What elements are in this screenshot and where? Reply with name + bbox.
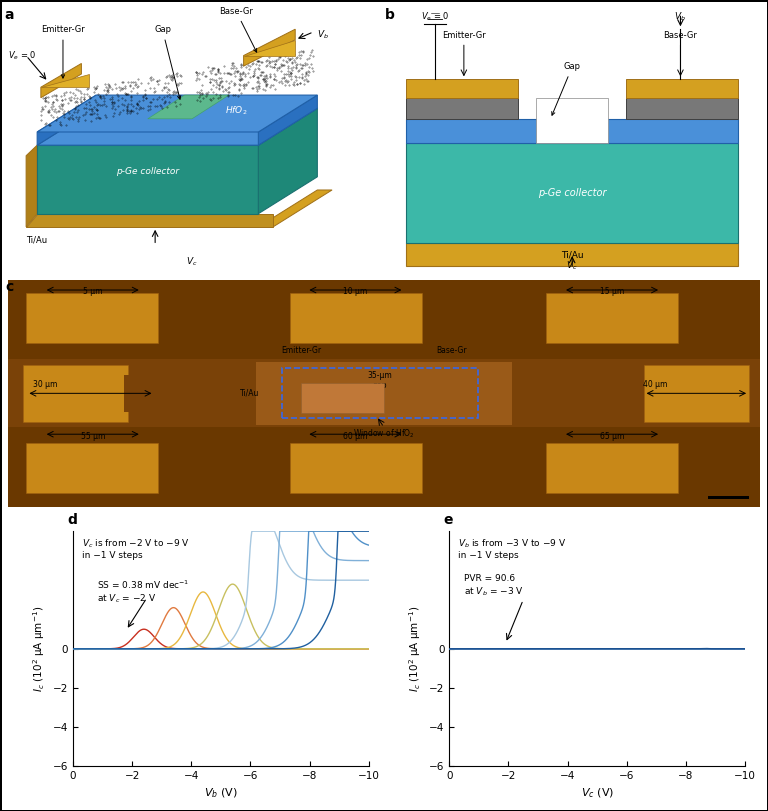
Text: HfO$_2$: HfO$_2$ <box>561 124 584 137</box>
Bar <box>26 294 158 343</box>
Text: Gap: Gap <box>551 62 581 115</box>
Text: Ti/Au: Ti/Au <box>26 235 48 245</box>
Bar <box>546 444 677 493</box>
Text: Emitter-Gr: Emitter-Gr <box>281 345 321 354</box>
Y-axis label: $I_c$ (10$^2$ μA μm$^{-1}$): $I_c$ (10$^2$ μA μm$^{-1}$) <box>408 606 423 692</box>
Bar <box>290 444 422 493</box>
X-axis label: $V_b$ (V): $V_b$ (V) <box>204 787 237 800</box>
Text: c: c <box>5 280 14 294</box>
Bar <box>406 98 518 118</box>
Polygon shape <box>26 190 332 227</box>
Bar <box>406 242 738 266</box>
Polygon shape <box>243 40 295 55</box>
Bar <box>406 143 738 242</box>
Bar <box>536 98 608 143</box>
Text: $V_b$: $V_b$ <box>674 11 687 24</box>
Polygon shape <box>37 109 317 145</box>
Bar <box>406 118 738 143</box>
Text: p-Ge collector: p-Ge collector <box>538 187 607 198</box>
Text: $V_e$ = 0: $V_e$ = 0 <box>8 49 36 62</box>
Polygon shape <box>26 145 37 227</box>
Text: p-Ge collector: p-Ge collector <box>116 167 179 176</box>
Text: SS = 0.38 mV dec$^{-1}$
at $V_c$ = −2 V: SS = 0.38 mV dec$^{-1}$ at $V_c$ = −2 V <box>97 578 189 605</box>
Bar <box>26 444 158 493</box>
Text: a: a <box>4 8 14 22</box>
Text: Base-Gr: Base-Gr <box>664 31 697 40</box>
Text: 30 μm: 30 μm <box>33 380 58 388</box>
Polygon shape <box>26 213 273 227</box>
Bar <box>301 383 384 413</box>
Bar <box>707 496 749 499</box>
Text: $V_c$ is from −2 V to −9 V
in −1 V steps: $V_c$ is from −2 V to −9 V in −1 V steps <box>82 537 190 560</box>
Polygon shape <box>37 109 317 145</box>
Polygon shape <box>258 109 317 213</box>
Bar <box>283 368 478 418</box>
Text: HfO$_2$: HfO$_2$ <box>225 105 247 117</box>
Bar <box>546 294 677 343</box>
Bar <box>8 359 760 427</box>
Bar <box>124 375 267 411</box>
Y-axis label: $I_c$ (10$^2$ μA μm$^{-1}$): $I_c$ (10$^2$ μA μm$^{-1}$) <box>31 606 47 692</box>
Bar <box>501 375 644 411</box>
Polygon shape <box>37 145 258 213</box>
Polygon shape <box>258 95 317 145</box>
Text: Window of HfO$_2$: Window of HfO$_2$ <box>353 427 415 440</box>
Polygon shape <box>147 95 229 118</box>
Text: 40 μm: 40 μm <box>643 380 667 388</box>
Text: 5 μm: 5 μm <box>83 286 102 295</box>
Text: Ti/Au: Ti/Au <box>240 388 260 398</box>
Text: b: b <box>385 8 394 22</box>
Text: 10 μm: 10 μm <box>343 286 368 295</box>
Text: $V_c$: $V_c$ <box>566 260 578 272</box>
Text: $V_c$: $V_c$ <box>186 256 198 268</box>
Text: Emitter-Gr: Emitter-Gr <box>41 25 84 78</box>
Polygon shape <box>37 95 96 145</box>
Bar <box>644 365 749 422</box>
Text: $V_b$: $V_b$ <box>317 28 329 41</box>
Bar <box>626 98 738 118</box>
Bar <box>406 79 518 98</box>
Text: 55 μm: 55 μm <box>81 432 105 441</box>
Text: 35-μm
gap: 35-μm gap <box>368 371 392 390</box>
Polygon shape <box>243 29 295 67</box>
Bar <box>23 365 128 422</box>
Bar <box>290 294 422 343</box>
Polygon shape <box>37 95 317 132</box>
Polygon shape <box>41 74 89 88</box>
Text: Emitter-Gr: Emitter-Gr <box>442 31 485 40</box>
Text: 60 μm: 60 μm <box>343 432 368 441</box>
Text: d: d <box>67 513 77 526</box>
Text: Base-Gr: Base-Gr <box>220 7 257 52</box>
X-axis label: $V_c$ (V): $V_c$ (V) <box>581 787 614 800</box>
Text: 15 μm: 15 μm <box>600 286 624 295</box>
Bar <box>626 79 738 98</box>
Text: PVR = 90.6
at $V_b$ = −3 V: PVR = 90.6 at $V_b$ = −3 V <box>464 574 524 598</box>
Text: e: e <box>443 513 453 526</box>
Text: Gap: Gap <box>154 25 180 99</box>
Text: $V_b$ is from −3 V to −9 V
in −1 V steps: $V_b$ is from −3 V to −9 V in −1 V steps <box>458 537 567 560</box>
Text: Base-Gr: Base-Gr <box>436 345 467 354</box>
Polygon shape <box>41 63 81 98</box>
Text: Ti/Au: Ti/Au <box>561 250 584 259</box>
Bar <box>256 362 512 425</box>
Text: $V_e$ = 0: $V_e$ = 0 <box>421 11 449 24</box>
Text: 65 μm: 65 μm <box>600 432 624 441</box>
